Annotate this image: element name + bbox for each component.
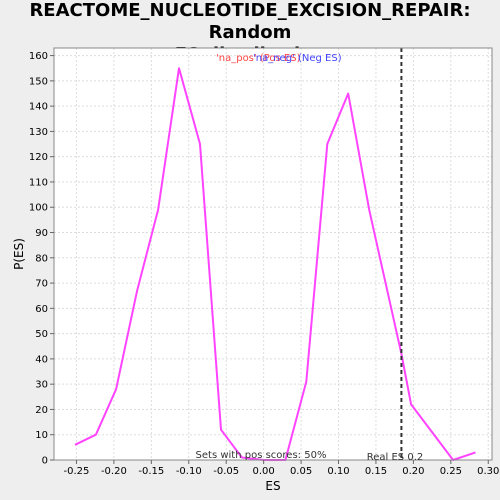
y-tick-label: 30 bbox=[35, 380, 48, 391]
y-axis-title: P(ES) bbox=[12, 238, 26, 270]
legend-pos-label: 'na_pos' (Pos ES) bbox=[216, 53, 301, 64]
x-axis-title: ES bbox=[265, 479, 280, 493]
x-tick-label: -0.25 bbox=[64, 466, 90, 477]
x-axis: -0.25 -0.20 -0.15 -0.10 -0.05 0.00 0.05 0.10 0.1… bbox=[64, 460, 499, 477]
y-tick-label: 40 bbox=[35, 354, 48, 365]
y-tick-label: 70 bbox=[35, 279, 48, 290]
x-tick-label: -0.20 bbox=[101, 466, 127, 477]
y-tick-label: 130 bbox=[29, 127, 48, 138]
y-tick-label: 60 bbox=[35, 304, 48, 315]
plot-background bbox=[54, 48, 492, 460]
chart-title-line-1: REACTOME_NUCLEOTIDE_EXCISION_REPAIR: Ran… bbox=[29, 0, 471, 43]
x-tick-label: -0.15 bbox=[138, 466, 164, 477]
x-tick-label: -0.10 bbox=[176, 466, 202, 477]
y-axis: 0 10 20 30 40 50 60 70 80 90 100 110 120 130 140 150 160 bbox=[29, 51, 54, 467]
x-tick-label: 0.00 bbox=[253, 466, 275, 477]
y-tick-label: 140 bbox=[29, 102, 48, 113]
legend-neg-label: 'na_neg' (Neg ES) bbox=[253, 53, 342, 64]
y-tick-label: 20 bbox=[35, 405, 48, 416]
x-tick-label: 0.10 bbox=[327, 466, 349, 477]
pos-scores-annotation: Sets with pos scores: 50% bbox=[196, 450, 327, 461]
y-tick-label: 80 bbox=[35, 253, 48, 264]
x-tick-label: 0.25 bbox=[440, 466, 462, 477]
y-tick-label: 50 bbox=[35, 329, 48, 340]
real-es-label: Real ES 0.2 bbox=[367, 452, 423, 463]
y-tick-label: 0 bbox=[42, 456, 48, 467]
x-tick-label: 0.20 bbox=[402, 466, 424, 477]
y-tick-label: 100 bbox=[29, 203, 48, 214]
x-tick-label: -0.05 bbox=[213, 466, 239, 477]
y-tick-label: 120 bbox=[29, 152, 48, 163]
plot-frame bbox=[53, 47, 493, 461]
y-tick-label: 90 bbox=[35, 228, 48, 239]
y-tick-label: 110 bbox=[29, 177, 48, 188]
y-tick-label: 160 bbox=[29, 51, 48, 62]
y-tick-label: 150 bbox=[29, 76, 48, 87]
x-tick-label: 0.05 bbox=[290, 466, 312, 477]
x-tick-label: 0.30 bbox=[477, 466, 499, 477]
x-tick-label: 0.15 bbox=[365, 466, 387, 477]
y-tick-label: 10 bbox=[35, 430, 48, 441]
